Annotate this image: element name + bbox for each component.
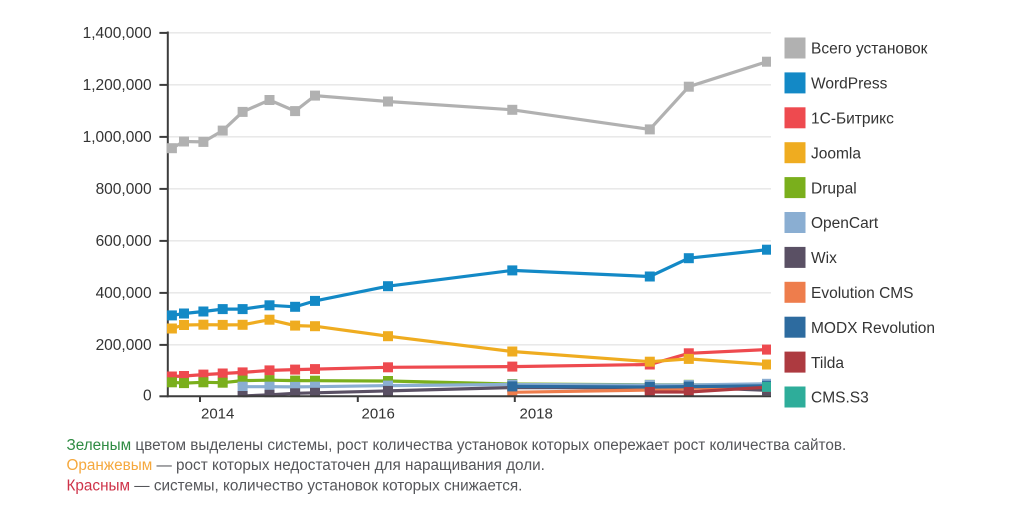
svg-text:1,200,000: 1,200,000 bbox=[83, 77, 152, 94]
svg-text:Оранжевым — рост которых недос: Оранжевым — рост которых недостаточен дл… bbox=[67, 457, 545, 474]
svg-text:1,400,000: 1,400,000 bbox=[83, 25, 152, 42]
svg-text:Tilda: Tilda bbox=[811, 355, 844, 372]
svg-text:Красным — системы, количество: Красным — системы, количество установок … bbox=[67, 477, 523, 494]
svg-text:Зеленым цветом выделены систем: Зеленым цветом выделены системы, рост ко… bbox=[67, 437, 847, 454]
svg-text:Joomla: Joomla bbox=[811, 145, 861, 162]
svg-text:2014: 2014 bbox=[201, 405, 234, 422]
svg-text:Drupal: Drupal bbox=[811, 180, 857, 197]
svg-text:Wix: Wix bbox=[811, 250, 837, 267]
svg-text:MODX Revolution: MODX Revolution bbox=[811, 320, 935, 337]
svg-text:2016: 2016 bbox=[362, 405, 395, 422]
svg-text:Evolution CMS: Evolution CMS bbox=[811, 285, 914, 302]
svg-text:1С-Битрикс: 1С-Битрикс bbox=[811, 111, 894, 128]
svg-text:800,000: 800,000 bbox=[96, 181, 152, 198]
svg-text:400,000: 400,000 bbox=[96, 285, 152, 302]
svg-text:200,000: 200,000 bbox=[96, 337, 152, 354]
svg-text:2018: 2018 bbox=[520, 405, 553, 422]
svg-text:600,000: 600,000 bbox=[96, 233, 152, 250]
svg-text:1,000,000: 1,000,000 bbox=[83, 129, 152, 146]
svg-text:CMS.S3: CMS.S3 bbox=[811, 390, 869, 407]
svg-text:Всего установок: Всего установок bbox=[811, 41, 928, 58]
svg-text:0: 0 bbox=[143, 387, 152, 404]
svg-text:OpenCart: OpenCart bbox=[811, 215, 879, 232]
svg-text:WordPress: WordPress bbox=[811, 76, 888, 93]
